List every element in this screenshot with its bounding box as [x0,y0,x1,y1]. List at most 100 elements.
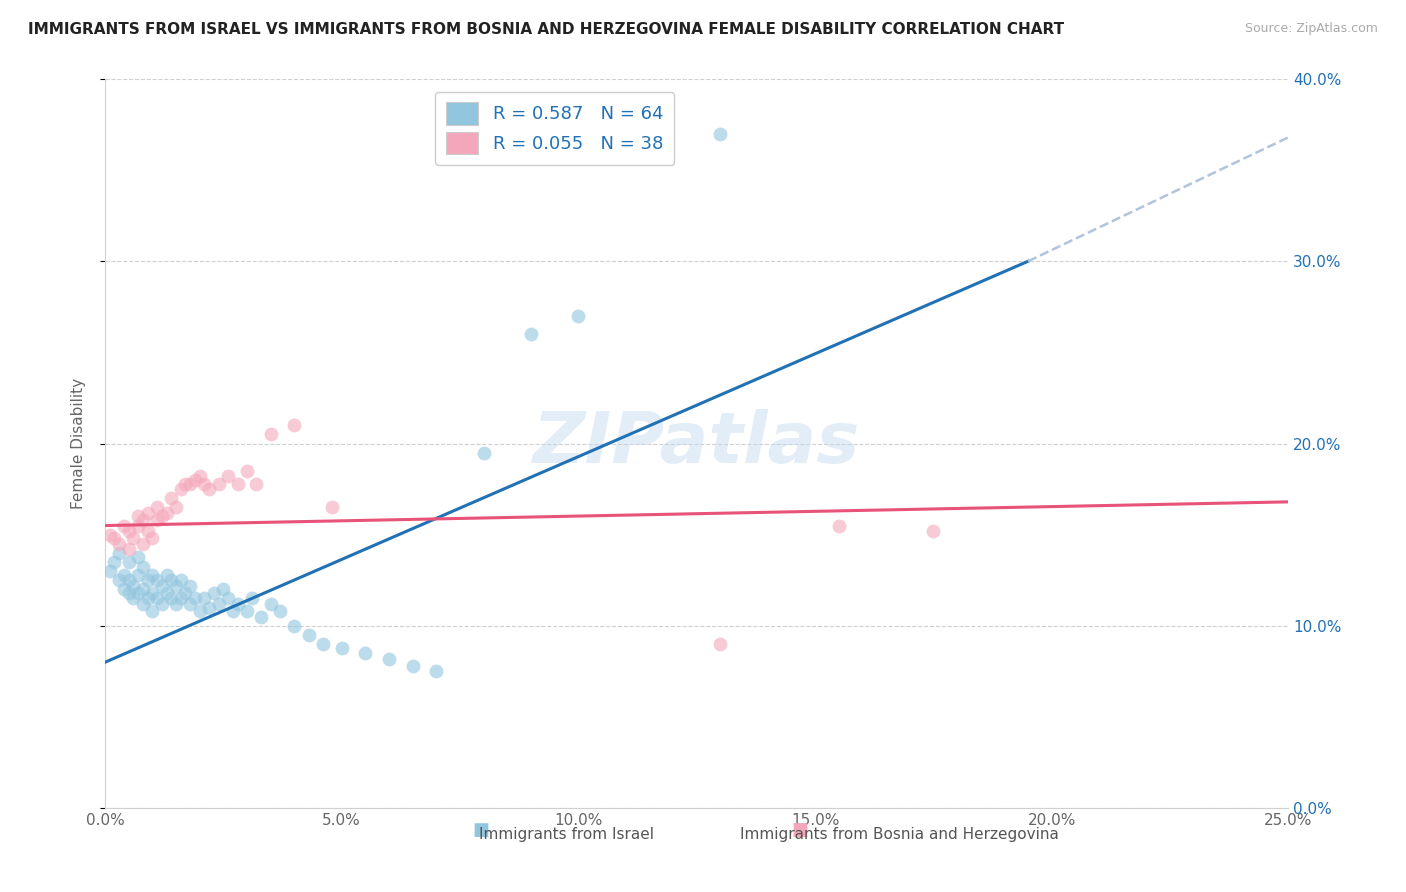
Point [150,597,173,611]
Point [222,604,245,618]
Point [141,567,163,582]
Point [217,591,239,606]
Point [136,506,159,520]
Point [136,524,159,538]
Point [184,473,207,487]
Point [188,469,211,483]
Point [141,604,163,618]
Point [297,628,319,642]
Point [283,619,305,633]
Point [108,537,131,551]
Point [217,469,239,483]
Point [160,491,183,506]
Text: Immigrants from Israel: Immigrants from Israel [479,827,654,841]
Point [198,482,221,496]
Point [141,531,163,545]
Point [709,637,731,651]
Point [207,476,229,491]
Point [150,509,173,524]
Point [146,513,169,527]
Point [283,418,305,433]
Point [132,513,155,527]
Point [155,567,177,582]
Point [828,518,851,533]
Point [122,531,145,545]
Point [122,591,145,606]
Point [132,537,155,551]
Point [330,640,353,655]
Point [136,573,159,587]
Text: ■: ■ [792,821,808,838]
Point [174,476,197,491]
Point [118,524,141,538]
Point [188,604,211,618]
Point [260,597,283,611]
Legend: R = 0.587   N = 64, R = 0.055   N = 38: R = 0.587 N = 64, R = 0.055 N = 38 [434,92,675,165]
Point [212,582,235,597]
Point [103,555,125,569]
Text: ZIPatlas: ZIPatlas [533,409,860,478]
Point [118,542,141,557]
Point [170,591,193,606]
Point [127,586,149,600]
Point [240,591,263,606]
Point [520,327,543,342]
Point [193,476,215,491]
Point [146,591,169,606]
Text: Immigrants from Bosnia and Herzegovina: Immigrants from Bosnia and Herzegovina [741,827,1059,841]
Point [165,579,187,593]
Point [236,604,259,618]
Point [170,573,193,587]
Point [103,531,125,545]
Point [207,597,229,611]
Point [127,549,149,564]
Point [179,597,201,611]
Point [108,573,131,587]
Point [132,597,155,611]
Point [141,586,163,600]
Point [136,591,159,606]
Point [165,500,187,515]
Point [250,609,273,624]
Point [132,582,155,597]
Point [98,564,121,578]
Point [321,500,343,515]
Point [179,579,201,593]
Point [112,567,135,582]
Point [226,597,249,611]
Text: Source: ZipAtlas.com: Source: ZipAtlas.com [1244,22,1378,36]
Point [170,482,193,496]
Point [260,427,283,442]
Point [269,604,291,618]
Point [112,518,135,533]
Point [402,659,425,673]
Point [245,476,267,491]
Point [155,506,177,520]
Point [174,586,197,600]
Point [236,464,259,478]
Point [118,586,141,600]
Point [112,582,135,597]
Point [98,527,121,541]
Point [150,579,173,593]
Point [472,445,495,459]
Point [127,567,149,582]
Point [160,573,183,587]
Point [922,524,945,538]
Text: ■: ■ [472,821,489,838]
Point [202,586,225,600]
Point [184,591,207,606]
Point [122,579,145,593]
Point [165,597,187,611]
Point [160,591,183,606]
Point [179,476,201,491]
Point [118,573,141,587]
Point [118,555,141,569]
Point [378,651,401,665]
Point [146,573,169,587]
Point [709,127,731,141]
Point [127,509,149,524]
Point [155,586,177,600]
Point [146,500,169,515]
Point [108,546,131,560]
